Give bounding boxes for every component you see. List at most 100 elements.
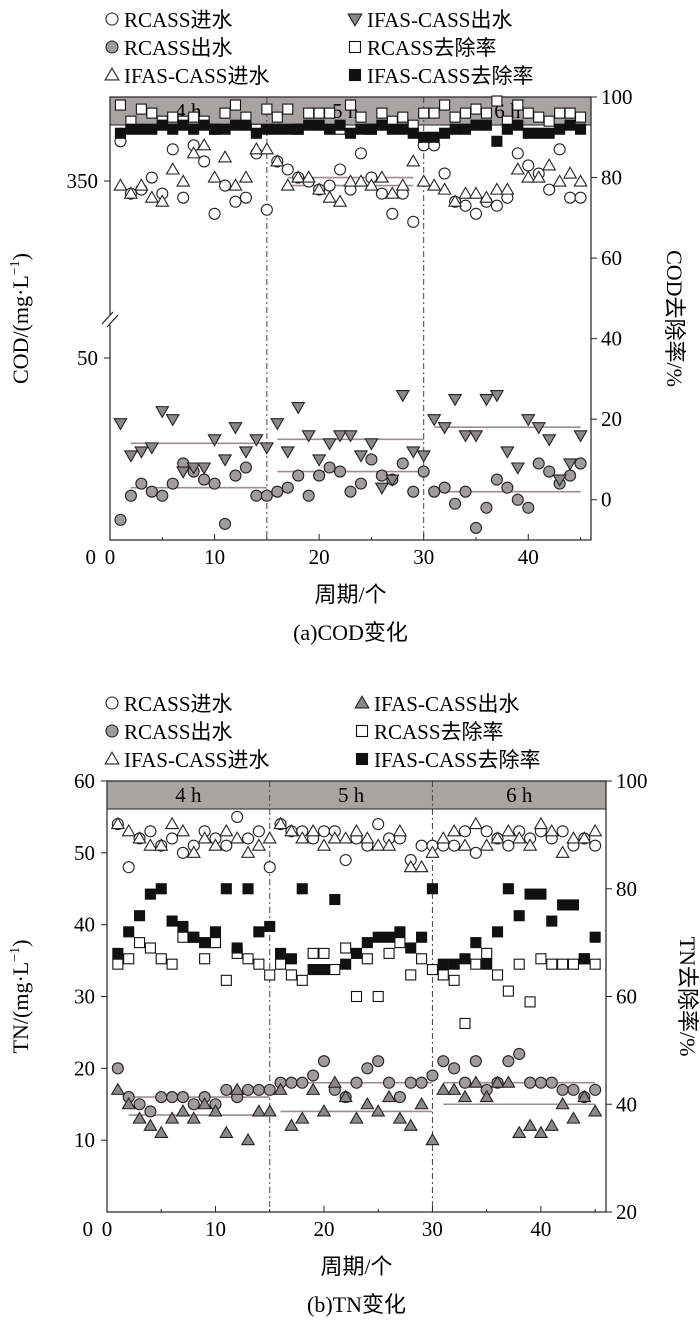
data-point bbox=[354, 147, 368, 160]
data-point bbox=[479, 838, 494, 851]
data-point bbox=[187, 1098, 200, 1111]
y2-tick-label-40: 40 bbox=[616, 1092, 637, 1116]
data-point bbox=[480, 501, 493, 514]
series-6 bbox=[114, 119, 587, 147]
data-point bbox=[249, 434, 264, 447]
data-point bbox=[155, 953, 167, 965]
data-point bbox=[307, 1069, 320, 1082]
series-5 bbox=[114, 95, 587, 135]
data-point bbox=[513, 1047, 526, 1061]
data-points bbox=[110, 810, 603, 1146]
data-point bbox=[428, 485, 441, 498]
data-point bbox=[155, 883, 167, 895]
legend-marker-5 bbox=[104, 67, 120, 81]
y-tick-label-50: 50 bbox=[77, 346, 98, 370]
data-point bbox=[510, 162, 525, 175]
legend-label-5: IFAS-CASS进水 bbox=[124, 64, 269, 88]
data-point bbox=[122, 861, 135, 874]
data-point bbox=[574, 111, 587, 123]
data-point bbox=[164, 1111, 180, 1124]
data-point bbox=[332, 430, 348, 443]
data-point bbox=[292, 469, 305, 482]
data-point bbox=[134, 178, 149, 191]
data-point bbox=[229, 119, 242, 131]
data-point bbox=[230, 831, 245, 844]
data-point bbox=[241, 1083, 255, 1096]
data-point bbox=[208, 1104, 223, 1117]
data-point bbox=[251, 1104, 267, 1117]
data-point bbox=[261, 123, 273, 135]
x-tick-label-20: 20 bbox=[313, 1217, 334, 1241]
data-point bbox=[338, 831, 353, 844]
data-point bbox=[121, 823, 136, 837]
data-point bbox=[364, 178, 379, 191]
legend-label-1: RCASS进水 bbox=[124, 8, 233, 32]
data-point bbox=[587, 1104, 603, 1117]
data-point bbox=[448, 974, 460, 986]
data-point bbox=[459, 1017, 471, 1029]
data-point bbox=[242, 953, 254, 965]
data-point bbox=[176, 846, 189, 859]
data-point bbox=[375, 469, 388, 482]
axis-break-gap bbox=[102, 315, 118, 325]
data-point bbox=[500, 446, 515, 459]
data-point bbox=[238, 446, 254, 459]
data-point bbox=[230, 1082, 245, 1095]
series-5 bbox=[112, 931, 601, 1029]
data-point bbox=[167, 111, 179, 123]
data-point bbox=[110, 1082, 126, 1095]
x-tick-label-30: 30 bbox=[413, 545, 434, 569]
data-point bbox=[284, 823, 299, 837]
data-point bbox=[241, 832, 255, 845]
data-point bbox=[532, 457, 545, 470]
y2-axis-title: TN去除率/% bbox=[675, 937, 700, 1057]
data-point bbox=[220, 839, 233, 852]
y-tick-label-30: 30 bbox=[74, 985, 95, 1009]
data-point bbox=[589, 958, 601, 970]
mean-lines bbox=[128, 1081, 596, 1116]
data-point bbox=[264, 969, 276, 981]
data-point bbox=[468, 816, 483, 830]
data-point bbox=[135, 477, 148, 490]
data-point bbox=[490, 1075, 505, 1088]
data-point bbox=[439, 127, 451, 139]
data-point bbox=[219, 123, 231, 135]
data-point bbox=[332, 194, 348, 207]
data-point bbox=[166, 915, 178, 927]
data-point bbox=[217, 150, 233, 163]
data-point bbox=[567, 1083, 580, 1096]
data-point bbox=[395, 178, 410, 191]
data-point bbox=[155, 406, 170, 419]
data-point bbox=[546, 915, 558, 927]
data-point bbox=[253, 926, 265, 938]
data-point bbox=[534, 1076, 547, 1089]
data-point bbox=[199, 953, 211, 965]
data-point bbox=[209, 937, 222, 949]
data-point bbox=[353, 450, 369, 463]
data-point bbox=[144, 1105, 157, 1118]
data-point bbox=[229, 195, 242, 208]
data-point bbox=[416, 931, 428, 943]
data-point bbox=[270, 154, 285, 167]
series-2 bbox=[110, 816, 603, 873]
data-point bbox=[426, 414, 442, 427]
data-point bbox=[313, 119, 325, 131]
data-point bbox=[562, 458, 578, 471]
data-point bbox=[554, 123, 566, 135]
data-point bbox=[500, 182, 515, 195]
data-point bbox=[282, 103, 294, 115]
series-3 bbox=[111, 1047, 602, 1118]
data-point bbox=[555, 1096, 570, 1110]
data-point bbox=[208, 838, 223, 851]
x-axis-title: 周期/个 bbox=[320, 1254, 392, 1279]
data-point bbox=[263, 1083, 276, 1096]
data-point bbox=[259, 442, 275, 455]
legend-label-4: RCASS去除率 bbox=[374, 720, 504, 744]
legend-marker-6 bbox=[348, 68, 362, 82]
data-point bbox=[365, 453, 378, 466]
data-point bbox=[301, 170, 316, 183]
data-point bbox=[302, 489, 315, 502]
data-point bbox=[155, 194, 170, 207]
data-point bbox=[146, 107, 158, 119]
data-point bbox=[543, 115, 555, 127]
